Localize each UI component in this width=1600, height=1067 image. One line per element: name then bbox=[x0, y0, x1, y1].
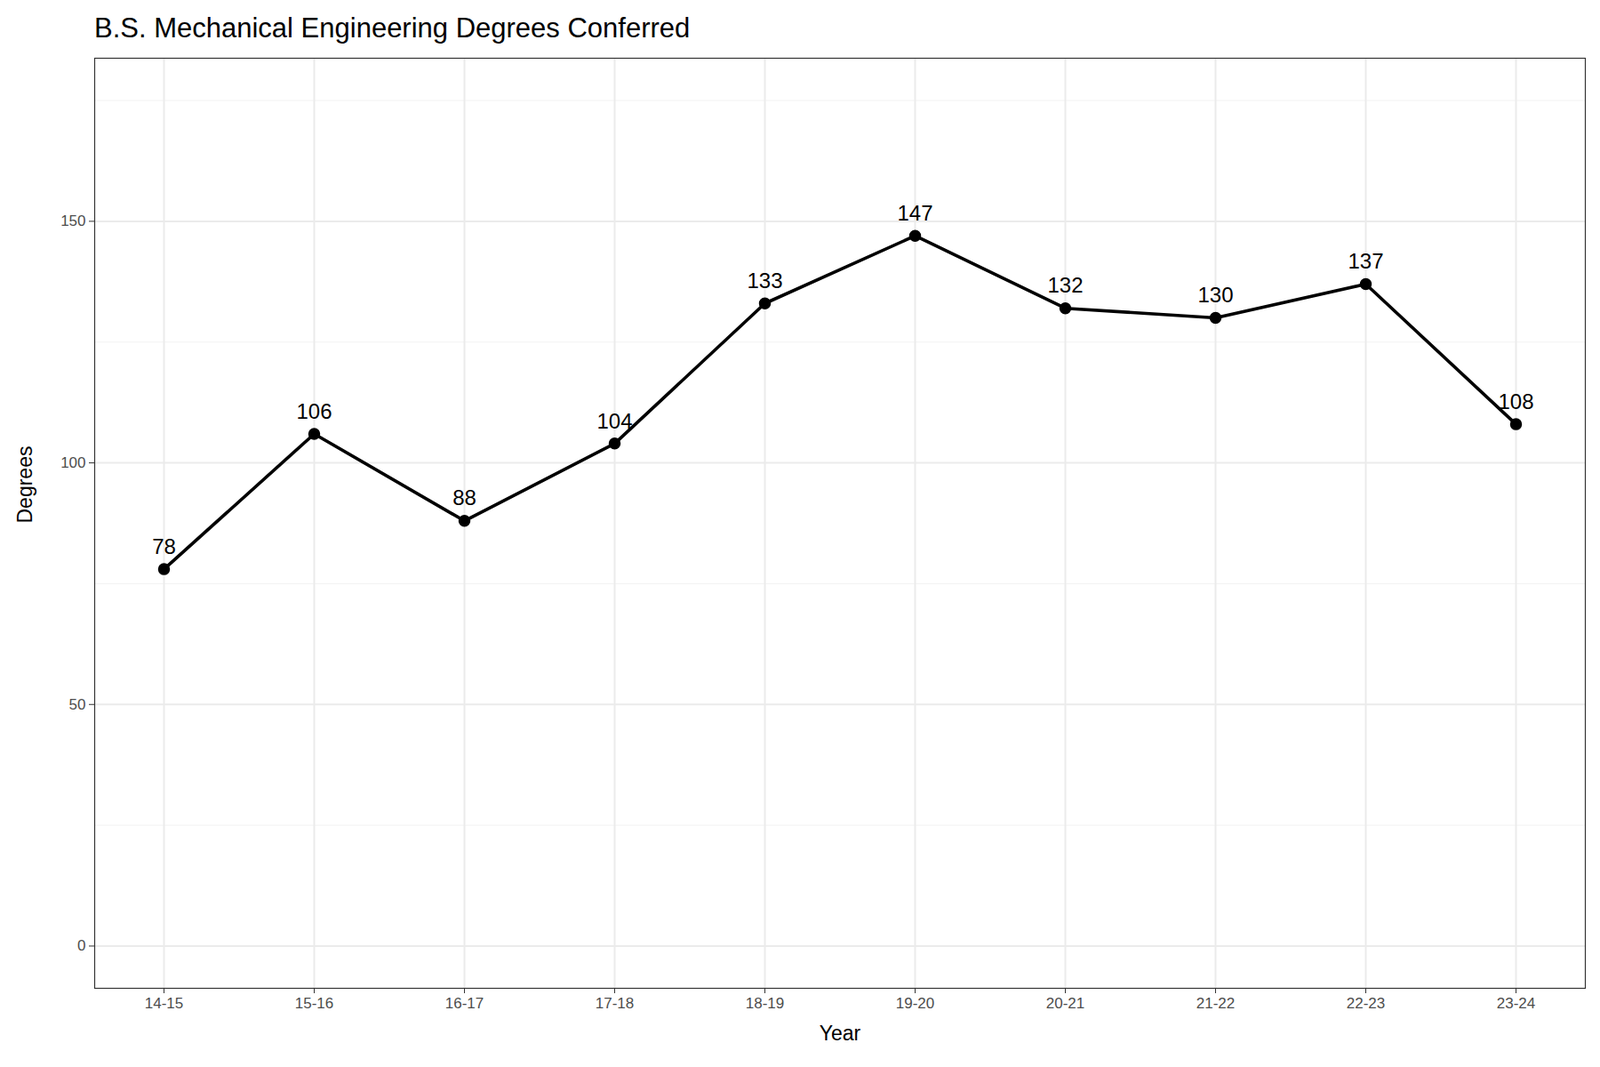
svg-text:88: 88 bbox=[452, 485, 477, 510]
svg-text:150: 150 bbox=[60, 212, 86, 230]
html-text:B.S. Mechanical Engineering De: B.S. Mechanical Engineering Degrees Conf… bbox=[94, 12, 691, 44]
svg-text:147: 147 bbox=[896, 200, 933, 225]
svg-text:Degrees: Degrees bbox=[13, 446, 37, 524]
svg-text:104: 104 bbox=[596, 408, 632, 433]
svg-text:19-20: 19-20 bbox=[896, 994, 935, 1012]
svg-text:137: 137 bbox=[1347, 248, 1384, 273]
svg-text:14-15: 14-15 bbox=[144, 994, 184, 1012]
svg-text:100: 100 bbox=[60, 454, 86, 472]
svg-text:106: 106 bbox=[296, 399, 332, 424]
svg-text:78: 78 bbox=[152, 534, 176, 559]
svg-text:Year: Year bbox=[819, 1021, 862, 1045]
svg-text:20-21: 20-21 bbox=[1046, 994, 1085, 1012]
svg-text:130: 130 bbox=[1197, 282, 1233, 307]
svg-text:108: 108 bbox=[1497, 389, 1534, 414]
svg-text:133: 133 bbox=[746, 268, 783, 293]
svg-text:50: 50 bbox=[69, 696, 87, 713]
svg-text:16-17: 16-17 bbox=[445, 994, 484, 1012]
svg-text:132: 132 bbox=[1047, 272, 1083, 297]
svg-text:15-16: 15-16 bbox=[295, 994, 334, 1012]
svg-text:17-18: 17-18 bbox=[595, 994, 634, 1012]
svg-text:23-24: 23-24 bbox=[1496, 994, 1536, 1012]
svg-text:22-23: 22-23 bbox=[1346, 994, 1385, 1012]
svg-text:0: 0 bbox=[77, 936, 86, 954]
svg-text:18-19: 18-19 bbox=[745, 994, 784, 1012]
svg-text:21-22: 21-22 bbox=[1196, 994, 1235, 1012]
